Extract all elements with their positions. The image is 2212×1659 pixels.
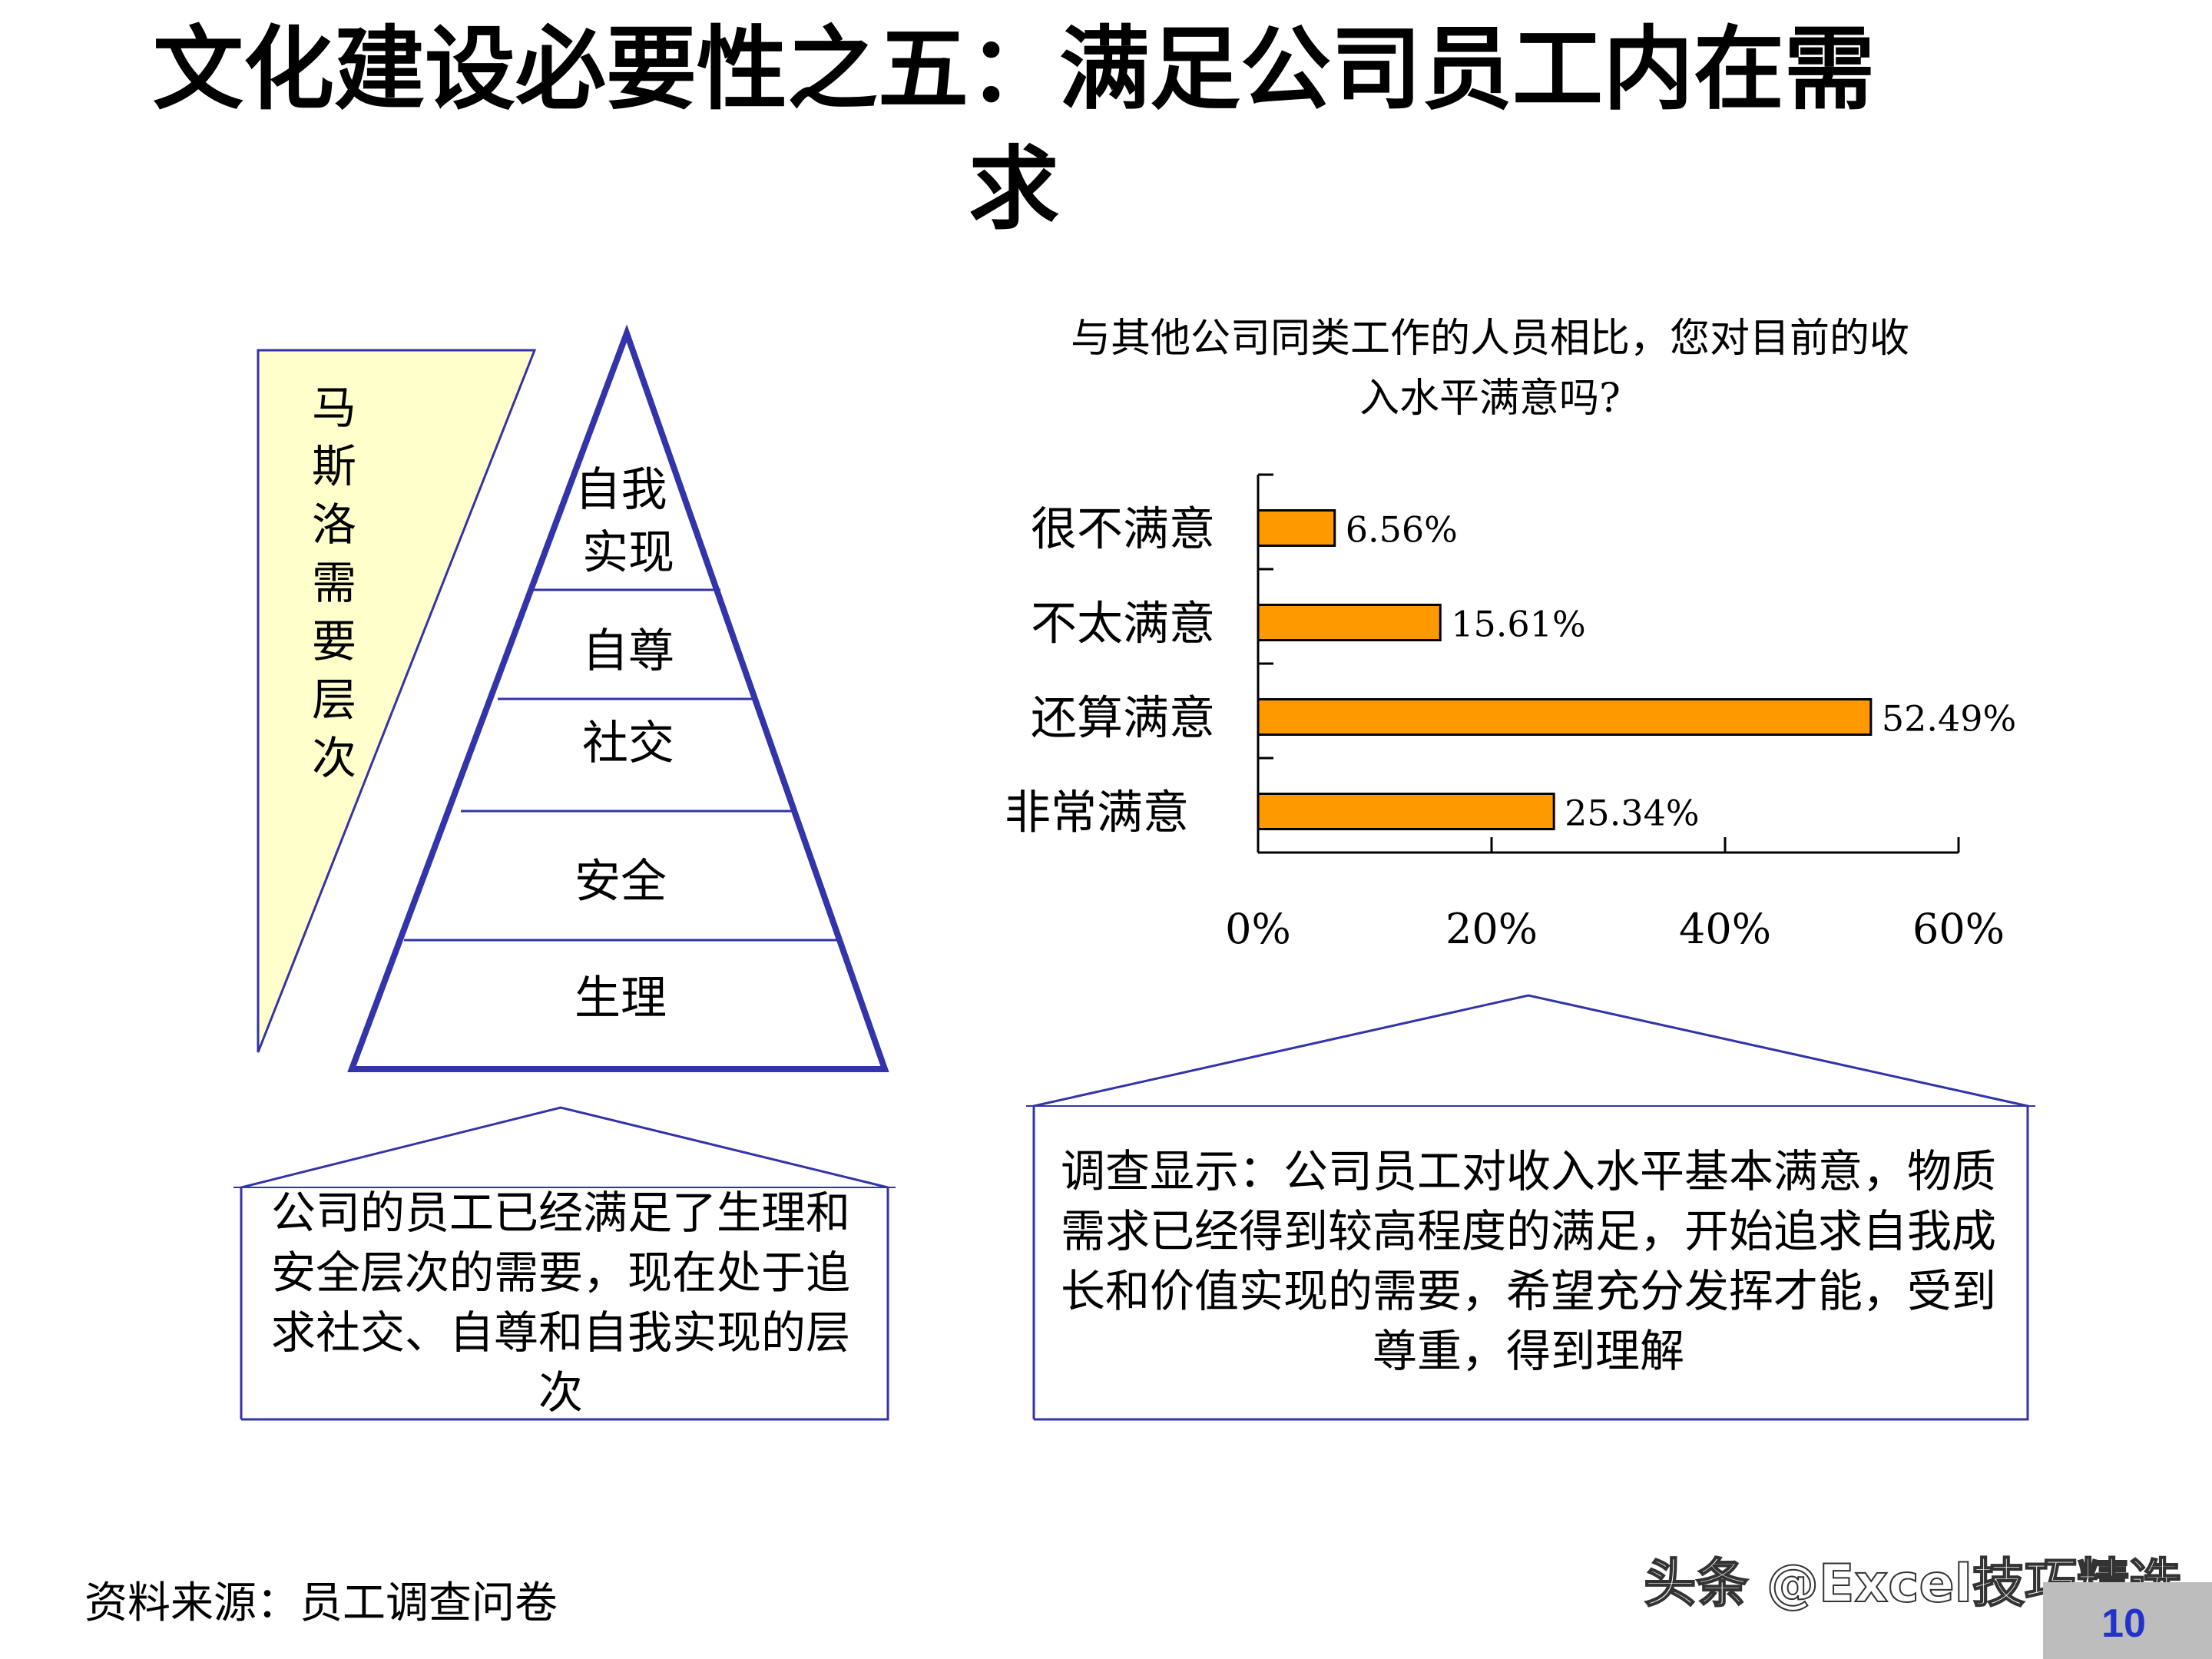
chart-category-label: 还算满意 [1031, 692, 1215, 746]
chart-category-label: 非常满意 [1005, 786, 1189, 840]
chart-x-tick-label: 60% [1912, 905, 2005, 953]
chart-category-label: 不太满意 [1031, 598, 1215, 651]
source-note: 资料来源：员工调查问卷 [84, 1578, 558, 1628]
chart-x-tick-label: 0% [1225, 905, 1291, 953]
maslow-side-wedge [257, 349, 537, 1053]
chart-value-label: 25.34% [1565, 793, 1699, 834]
pyramid-level-safety: 安全 [575, 855, 667, 909]
page-number-box [2043, 1582, 2212, 1659]
chart-value-label: 52.49% [1882, 698, 2016, 740]
maslow-side-label: 马斯洛需要层次 [304, 384, 356, 793]
chart-value-label: 15.61% [1451, 604, 1585, 645]
chart-bar [1257, 604, 1442, 641]
chart-category-label: 很不满意 [1031, 503, 1215, 557]
chart-title: 与其他公司同类工作的人员相比，您对目前的收入水平满意吗? [1070, 316, 1909, 422]
chart: 0% 20% 40% 60% 很不满意 6.56% 不太满意 15.61% 还算满意 52.49%… [1005, 473, 2016, 953]
pyramid-level-social: 社交 [582, 717, 674, 770]
page-number: 10 [2101, 1601, 2146, 1646]
maslow-pyramid [347, 324, 889, 1072]
chart-x-tick-label: 20% [1445, 905, 1538, 953]
chart-x-tick-label: 40% [1679, 905, 1771, 953]
right-house-outline [1032, 994, 2029, 1421]
left-house-text: 公司的员工已经满足了生理和安全层次的需要，现在处于追求社交、自尊和自我实现的层次 [270, 1187, 850, 1419]
chart-value-label: 6.56% [1346, 509, 1458, 551]
pyramid-level-physiological: 生理 [575, 972, 667, 1025]
pyramid-level-esteem: 自尊 [582, 624, 674, 678]
right-house-text: 调查显示：公司员工对收入水平基本满意，物质需求已经得到较高程度的满足，开始追求自… [1060, 1145, 1996, 1377]
left-house-outline [240, 1106, 889, 1421]
chart-bar [1257, 509, 1336, 547]
pyramid-level-self-actualization: 自我 实现 [575, 463, 681, 580]
chart-bar [1257, 698, 1873, 736]
page-title: 文化建设必要性之五：满足公司员工内在需求 [152, 16, 1875, 242]
chart-bar [1257, 793, 1555, 830]
